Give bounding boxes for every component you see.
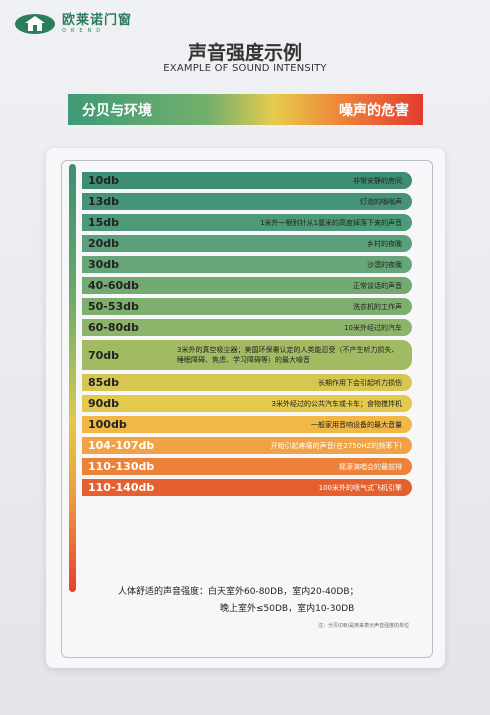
intensity-row: 15db 1米外一根别针从1厘米的高度掉落下来的声音	[82, 214, 412, 231]
decibel-level: 13db	[88, 195, 120, 208]
house-logo-icon	[15, 14, 55, 34]
level-description: 1米外一根别针从1厘米的高度掉落下来的声音	[260, 218, 402, 227]
intensity-row: 90db 3米外经过的公共汽车或卡车；食物搅拌机	[82, 395, 412, 412]
decibel-level: 60-80db	[88, 321, 139, 334]
intensity-row: 13db 灯泡的嗡嗡声	[82, 193, 412, 210]
brand-name-en: OREND	[62, 28, 106, 34]
footnote: 注：分贝(DB)是用来表示声音强度的单位	[318, 623, 410, 629]
level-description: 沙漠的夜晚	[367, 260, 402, 269]
intensity-row: 70db 3米外的真空吸尘器；美国环保署认定的人类能忍受（不产生听力损失、睡眠障碍…	[82, 340, 412, 370]
intensity-row: 60-80db 10米外经过的汽车	[82, 319, 412, 336]
level-description: 乡村的夜晚	[367, 239, 402, 248]
decibel-level: 70db	[88, 348, 120, 362]
decibel-level: 85db	[88, 376, 120, 389]
decibel-level: 104-107db	[88, 439, 155, 452]
decibel-level: 15db	[88, 216, 120, 229]
decibel-level: 90db	[88, 397, 120, 410]
level-description: 非常安静的房间	[353, 176, 402, 185]
level-description: 一般家用音响设备的最大音量	[311, 420, 402, 429]
decibel-level: 50-53db	[88, 300, 139, 313]
brand-logo: 欧莱诺门窗 OREND	[14, 12, 132, 36]
decibel-level: 110-130db	[88, 460, 155, 473]
intensity-row: 20db 乡村的夜晚	[82, 235, 412, 252]
decibel-level: 40-60db	[88, 279, 139, 292]
decibel-level: 110-140db	[88, 481, 155, 494]
comfort-line-2: 晚上室外≤50DB，室内10-30DB	[220, 604, 355, 614]
level-description: 3米外经过的公共汽车或卡车；食物搅拌机	[271, 399, 402, 408]
intensity-row: 100db 一般家用音响设备的最大音量	[82, 416, 412, 433]
level-description: 10米外经过的汽车	[344, 323, 402, 332]
intensity-row: 110-130db 摇滚演唱会的最前排	[82, 458, 412, 475]
intensity-row: 30db 沙漠的夜晚	[82, 256, 412, 273]
decibel-level: 100db	[88, 418, 127, 431]
intensity-row: 50-53db 洗衣机的工作声	[82, 298, 412, 315]
comfort-line-1: 人体舒适的声音强度：白天室外60-80DB，室内20-40DB；	[118, 587, 359, 597]
level-description: 长期作用下会引起听力损伤	[318, 378, 402, 387]
intensity-row: 85db 长期作用下会引起听力损伤	[82, 374, 412, 391]
intensity-row: 104-107db 开始引起疼痛的声音(在2750HZ的频率下)	[82, 437, 412, 454]
page-title: 声音强度示例	[187, 42, 302, 64]
intensity-row: 110-140db 100米外的喷气式飞机引擎	[82, 479, 412, 496]
decibel-level: 20db	[88, 237, 120, 250]
intensity-gradient-line	[69, 164, 76, 592]
level-description: 摇滚演唱会的最前排	[339, 462, 402, 471]
level-description: 洗衣机的工作声	[353, 302, 402, 311]
header-right-label: 噪声的危害	[339, 102, 409, 119]
page-subtitle: EXAMPLE OF SOUND INTENSITY	[163, 63, 327, 74]
decibel-level: 30db	[88, 258, 120, 271]
level-description: 正常谈话的声音	[353, 281, 402, 290]
intensity-row: 10db 非常安静的房间	[82, 172, 412, 189]
level-description: 3米外的真空吸尘器；美国环保署认定的人类能忍受（不产生听力损失、睡眠障碍、焦虑、…	[177, 346, 399, 364]
level-description: 100米外的喷气式飞机引擎	[318, 483, 402, 492]
header-left-label: 分贝与环境	[82, 102, 152, 119]
brand-name-cn: 欧莱诺门窗	[62, 13, 133, 28]
level-description: 灯泡的嗡嗡声	[360, 197, 402, 206]
level-description: 开始引起疼痛的声音(在2750HZ的频率下)	[270, 441, 402, 450]
decibel-level: 10db	[88, 174, 120, 187]
intensity-row: 40-60db 正常谈话的声音	[82, 277, 412, 294]
content-frame	[61, 160, 433, 658]
header-bar: 分贝与环境 噪声的危害	[68, 94, 423, 125]
intensity-list: 10db 非常安静的房间 13db 灯泡的嗡嗡声 15db 1米外一根别针从1厘米的高度掉…	[82, 172, 412, 500]
